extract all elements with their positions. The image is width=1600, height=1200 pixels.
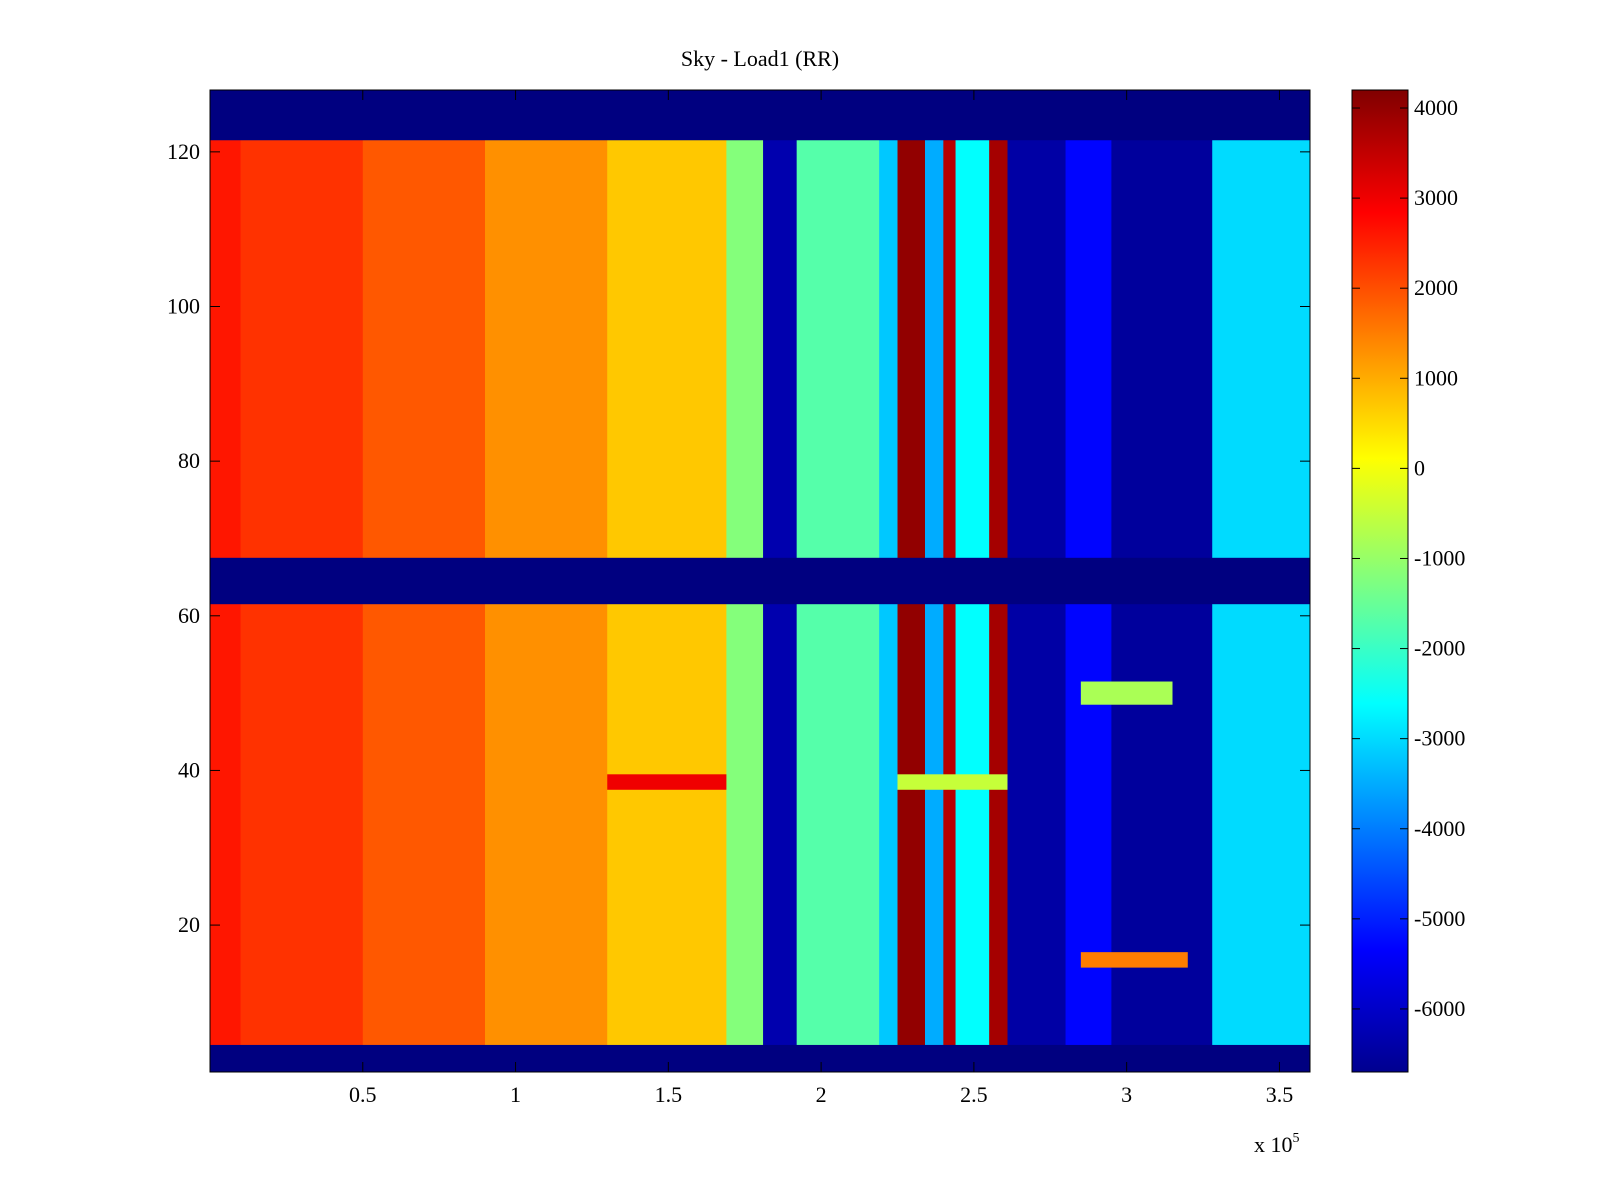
heatmap-row-anomaly-1 bbox=[607, 774, 727, 790]
colorbar-tick-label: 4000 bbox=[1414, 95, 1458, 120]
y-tick-label: 60 bbox=[178, 603, 200, 628]
colorbar-tick-label: -1000 bbox=[1414, 545, 1465, 570]
y-tick-label: 120 bbox=[167, 139, 200, 164]
y-tick-label: 20 bbox=[178, 912, 200, 937]
colorbar-tick-label: 1000 bbox=[1414, 365, 1458, 390]
colorbar-tick-label: -4000 bbox=[1414, 816, 1465, 841]
colorbar-tick-label: -3000 bbox=[1414, 726, 1465, 751]
colorbar-tick-label: -5000 bbox=[1414, 906, 1465, 931]
x-axis-multiplier-base: x 10 bbox=[1254, 1132, 1293, 1157]
plot-frame bbox=[209, 89, 1311, 1073]
x-axis-multiplier: x 105 bbox=[1254, 1131, 1300, 1157]
heatmap-row-anomaly-4 bbox=[1080, 681, 1173, 705]
y-tick-label: 40 bbox=[178, 757, 200, 782]
heatmap-row-anomaly-2 bbox=[897, 774, 1008, 790]
colorbar-tick-label: -6000 bbox=[1414, 996, 1465, 1021]
colorbar-tick-label: 3000 bbox=[1414, 185, 1458, 210]
heatmap-row-anomaly-3 bbox=[1080, 952, 1188, 968]
y-tick-label: 100 bbox=[167, 294, 200, 319]
colorbar-tick-label: -2000 bbox=[1414, 636, 1465, 661]
chart-title: Sky - Load1 (RR) bbox=[681, 46, 839, 71]
masked-band-2 bbox=[210, 557, 1310, 605]
x-tick-label: 2.5 bbox=[960, 1082, 988, 1107]
x-tick-label: 0.5 bbox=[349, 1082, 377, 1107]
x-tick-label: 1.5 bbox=[655, 1082, 683, 1107]
colorbar-tick-label: 2000 bbox=[1414, 275, 1458, 300]
x-tick-label: 1 bbox=[510, 1082, 521, 1107]
masked-band-1 bbox=[210, 1044, 1310, 1072]
colorbar-axis: 4000 3000 2000 1000 0 -1000 -2000 -3000 -4000 -50… bbox=[1352, 95, 1465, 1021]
x-tick-label: 2 bbox=[816, 1082, 827, 1107]
y-tick-label: 80 bbox=[178, 448, 200, 473]
colorbar-tick-label: 0 bbox=[1414, 455, 1425, 480]
masked-band-3 bbox=[210, 90, 1310, 141]
heatmap bbox=[210, 90, 1310, 1072]
x-axis-multiplier-exponent: 5 bbox=[1293, 1131, 1300, 1146]
y-axis: 20 40 60 80 100 120 bbox=[167, 139, 1310, 937]
x-tick-label: 3.5 bbox=[1266, 1082, 1294, 1107]
x-axis: 0.5 1 1.5 2 2.5 3 3.5 bbox=[349, 90, 1293, 1107]
colorbar bbox=[1351, 89, 1409, 1073]
x-tick-label: 3 bbox=[1121, 1082, 1132, 1107]
